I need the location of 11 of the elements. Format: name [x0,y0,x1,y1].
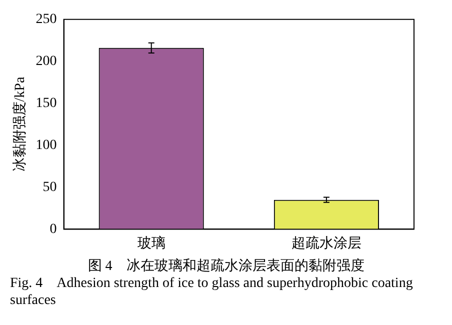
caption: 图 4 冰在玻璃和超疏水涂层表面的黏附强度 [86,258,366,275]
y-tick-label: 100 [36,138,57,153]
y-tick-label: 150 [36,96,57,111]
x-tick-label: 玻璃 [137,235,166,252]
caption: Fig. 4 Adhesion strength of ice to glass and superhydrophobic coating surfaces [9,275,414,309]
y-tick-label: 0 [50,222,57,237]
x-tick-label: 超疏水涂层 [291,235,362,252]
y-tick-label: 200 [36,54,57,70]
y-tick-label: 250 [36,12,57,28]
y-axis-title: 冰黏附强度/kPa [12,76,28,172]
y-tick-label: 50 [42,180,57,195]
